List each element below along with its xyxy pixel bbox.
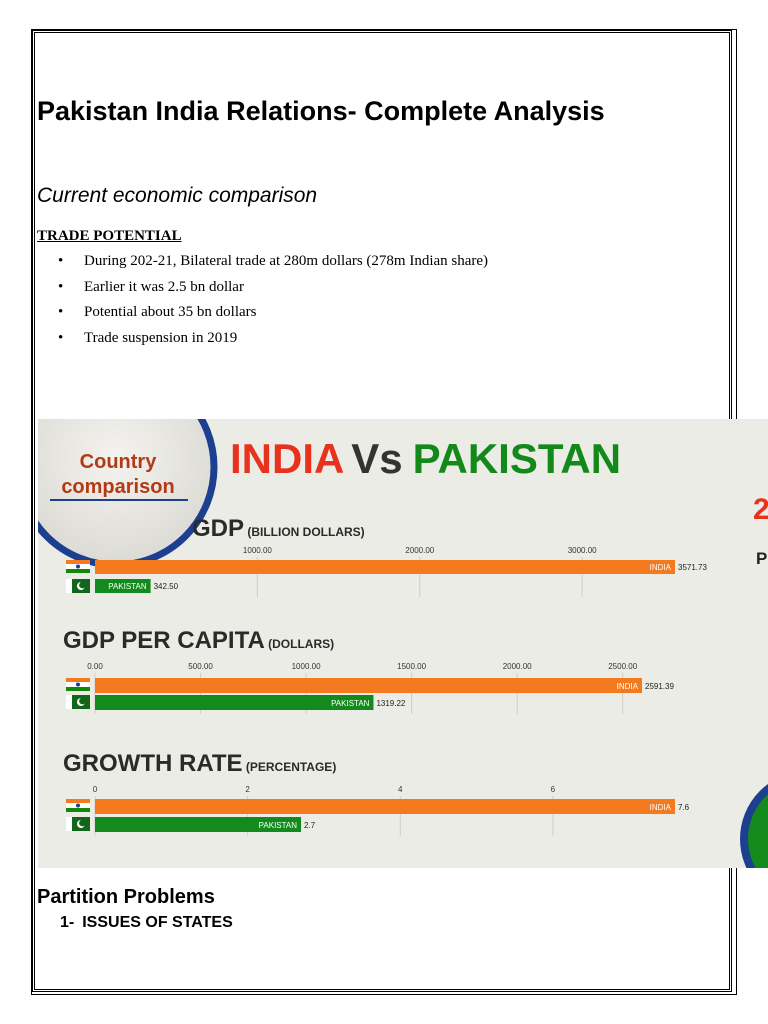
india-value-label: 7.6 [678, 803, 690, 812]
india-flag-icon [66, 569, 90, 573]
heading-india: INDIA [230, 435, 344, 482]
india-flag-icon [76, 682, 80, 687]
india-value-label: 3571.73 [678, 563, 707, 572]
chart-title: GDP PER CAPITA (DOLLARS) [63, 627, 334, 654]
tick-label: 2000.00 [503, 662, 532, 671]
tick-label: 4 [398, 785, 403, 794]
india-flag-icon [66, 687, 90, 691]
pakistan-flag-icon [79, 581, 86, 589]
partition-item-label: ISSUES OF STATES [82, 914, 233, 931]
india-flag-icon [66, 808, 90, 812]
pakistan-flag-icon [66, 817, 72, 831]
india-bar-label: INDIA [617, 682, 639, 691]
list-item: • Trade suspension in 2019 [58, 330, 488, 356]
pakistan-value-label: 1319.22 [376, 699, 405, 708]
india-bar [95, 560, 675, 574]
chart-title: GROWTH RATE (PERCENTAGE) [63, 750, 336, 777]
tick-label: 6 [551, 785, 556, 794]
infographic-canvas: 2 P Country comparison INDIA Vs PAKISTAN G… [38, 419, 768, 868]
tick-label: 3000.00 [568, 546, 597, 555]
heading-pakistan: PAKISTAN [413, 435, 621, 482]
infographic-heading: INDIA Vs PAKISTAN [230, 435, 621, 482]
india-value-label: 2591.39 [645, 682, 674, 691]
bullet-icon: • [58, 253, 64, 269]
india-vs-pakistan-infographic: 2 P Country comparison INDIA Vs PAKISTAN G… [38, 419, 768, 868]
bullet-icon: • [58, 329, 64, 346]
list-item: • During 202-21, Bilateral trade at 280m … [58, 253, 488, 279]
india-bar-label: INDIA [650, 563, 672, 572]
india-flag-icon [76, 803, 80, 808]
document-subtitle: Current economic comparison [37, 184, 318, 207]
tick-label: 1500.00 [397, 662, 426, 671]
india-flag-icon [66, 799, 90, 803]
tick-label: 0 [93, 785, 98, 794]
pakistan-value-label: 2.7 [304, 821, 316, 830]
pakistan-bar [95, 817, 302, 832]
chart-title-text: GDP [192, 515, 244, 542]
right-edge-fragment: 2 [753, 493, 768, 526]
bullet-icon: • [58, 278, 64, 295]
pakistan-bar-label: PAKISTAN [108, 582, 147, 591]
tick-label: 500.00 [188, 662, 213, 671]
pakistan-bar-label: PAKISTAN [259, 821, 298, 830]
comparison-charts: GDP (BILLION DOLLARS) 1000.00 2000.00 3000.… [63, 515, 707, 836]
partition-item: 1- ISSUES OF STATES [60, 914, 233, 932]
chart-title-text: GDP PER CAPITA [63, 627, 265, 654]
bullet-text: Trade suspension in 2019 [84, 329, 238, 346]
partition-item-number: 1- [60, 914, 75, 931]
document-title: Pakistan India Relations- Complete Analy… [37, 96, 605, 126]
bullet-text: Earlier it was 2.5 bn dollar [84, 278, 244, 295]
trade-potential-heading: TRADE POTENTIAL [37, 228, 182, 244]
bullet-text: During 202-21, Bilateral trade at 280m d… [84, 253, 489, 269]
india-bar-label: INDIA [650, 803, 672, 812]
bullet-text: Potential about 35 bn dollars [84, 304, 257, 320]
india-flag-icon [76, 564, 80, 569]
chart-unit: (DOLLARS) [265, 637, 334, 651]
india-flag-icon [66, 678, 90, 682]
tick-label: 1000.00 [243, 546, 272, 555]
list-item: • Potential about 35 bn dollars [58, 304, 488, 330]
pakistan-bar-label: PAKISTAN [331, 699, 370, 708]
india-bar [95, 678, 642, 693]
trade-bullet-list: • During 202-21, Bilateral trade at 280m … [58, 253, 488, 355]
heading-vs: Vs [351, 435, 402, 482]
partition-problems-heading: Partition Problems [37, 886, 215, 908]
right-edge-fragment: P [756, 549, 767, 568]
pakistan-bar [95, 695, 374, 710]
right-edge-badge-icon [740, 784, 768, 868]
pakistan-flag-icon [66, 579, 72, 593]
chart-title-text: GROWTH RATE [63, 750, 243, 777]
india-bar [95, 799, 675, 814]
pakistan-flag-icon [66, 695, 72, 709]
tick-label: 2500.00 [608, 662, 637, 671]
badge-line-2: comparison [61, 476, 174, 498]
tick-label: 2000.00 [405, 546, 434, 555]
chart-title: GDP (BILLION DOLLARS) [192, 515, 365, 542]
pakistan-flag-icon [79, 819, 86, 827]
tick-label: 1000.00 [292, 662, 321, 671]
list-item: • Earlier it was 2.5 bn dollar [58, 279, 488, 305]
pakistan-flag-icon [79, 697, 86, 705]
india-flag-icon [66, 560, 90, 564]
tick-label: 0.00 [87, 662, 103, 671]
chart-unit: (PERCENTAGE) [243, 760, 337, 774]
badge-line-1: Country [80, 451, 158, 473]
chart-unit: (BILLION DOLLARS) [244, 525, 365, 539]
pakistan-value-label: 342.50 [154, 582, 179, 591]
pakistan-bar [95, 579, 151, 593]
tick-label: 2 [245, 785, 250, 794]
bullet-icon: • [58, 304, 64, 320]
